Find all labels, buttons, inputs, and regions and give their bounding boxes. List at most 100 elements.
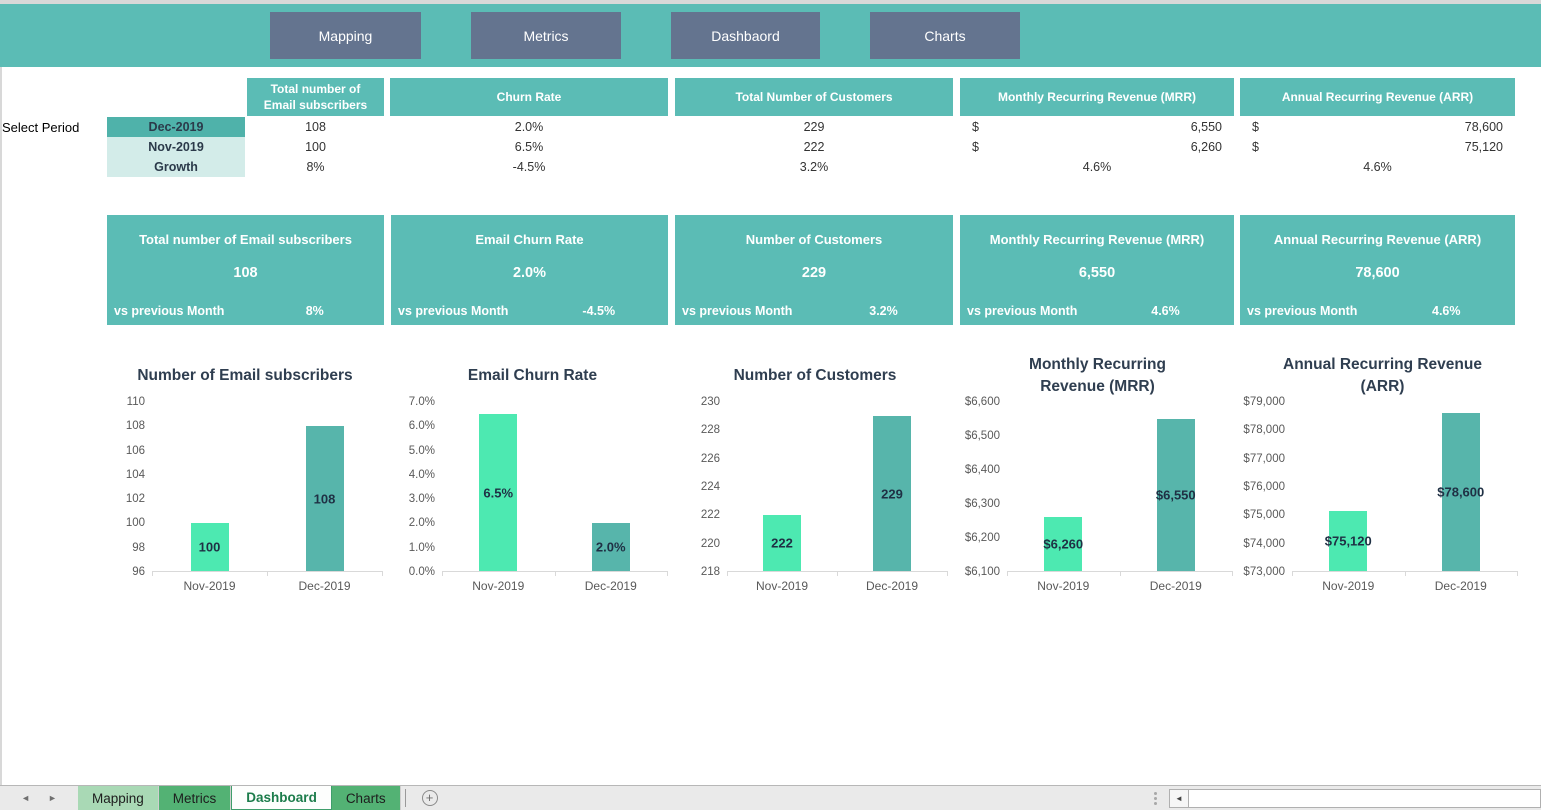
kpi-value: 229 (801, 265, 827, 281)
kpi-title: Annual Recurring Revenue (ARR) (1273, 232, 1482, 247)
kpi-title: Total number of Email subscribers (139, 232, 352, 247)
select-period-label: Select Period (2, 119, 80, 135)
cell-mrr-nov: $ 6,260 (960, 137, 1234, 157)
y-tick-label: $6,500 (964, 430, 1000, 442)
cell-customers-dec: 229 (803, 120, 825, 134)
kpi-vs-value: 4.6% (1432, 304, 1461, 318)
plot-area: $75,120 $78,600 (1292, 402, 1518, 576)
bar-Dec-2019: 2.0% (591, 522, 630, 571)
nav-button-dashboard[interactable]: Dashbaord (671, 12, 820, 59)
y-tick-label: 4.0% (408, 468, 435, 481)
bar-Dec-2019: $6,550 (1155, 418, 1196, 571)
nav-button-mapping[interactable]: Mapping (270, 12, 421, 59)
chart-title: Number of Email subscribers (137, 366, 353, 384)
y-tick-label: 218 (700, 566, 720, 578)
plot-area: 222 229 (727, 402, 948, 576)
cell-mrr-dec: $ 6,550 (960, 117, 1234, 137)
nav-button-metrics[interactable]: Metrics (471, 12, 621, 59)
bar-Nov-2019: $75,120 (1325, 511, 1372, 571)
kpi-vs-label: vs previous Month (1247, 304, 1358, 318)
y-tick-label: 100 (125, 517, 145, 530)
cell-mrr-growth: 4.6% (1082, 160, 1112, 174)
next-sheet-icon[interactable]: ► (48, 793, 57, 803)
bar-data-label: 100 (198, 539, 221, 555)
kpi-vs-label: vs previous Month (114, 304, 225, 318)
x-label: Dec-2019 (1149, 579, 1202, 593)
period-selector-dec-2019[interactable]: Dec-2019 (107, 117, 245, 137)
scrollbar-thumb[interactable] (1189, 790, 1540, 807)
x-axis-tick (442, 571, 443, 576)
cell-churn-nov: 6.5% (514, 140, 544, 154)
kpi-card-email-subscribers: Total number of Email subscribers 108 vs… (107, 215, 384, 325)
bar-Nov-2019: 100 (190, 522, 229, 571)
y-tick-label: 96 (132, 566, 145, 578)
nav-button-charts[interactable]: Charts (870, 12, 1020, 59)
x-axis-tick (727, 571, 728, 576)
kpi-vs-value: 4.6% (1151, 304, 1180, 318)
add-sheet-button[interactable]: + (410, 786, 450, 810)
x-axis-labels: Nov-2019 Dec-2019 (100, 572, 382, 598)
kpi-title: Email Churn Rate (475, 232, 584, 247)
sheet-nav-arrows: ◄ ► (0, 786, 78, 810)
y-tick-label: 228 (700, 424, 720, 437)
y-tick-label: 224 (700, 481, 720, 493)
currency-symbol: $ (972, 120, 979, 134)
bar-Dec-2019: $78,600 (1437, 413, 1484, 571)
x-label: Nov-2019 (183, 579, 236, 593)
x-label: Dec-2019 (584, 579, 637, 593)
x-label: Dec-2019 (1434, 579, 1487, 593)
x-axis-tick (554, 571, 556, 576)
prev-sheet-icon[interactable]: ◄ (21, 793, 30, 803)
bar-data-label: $78,600 (1437, 484, 1485, 500)
bar-data-label: 222 (771, 535, 793, 551)
sheet-tab-mapping[interactable]: Mapping (78, 786, 159, 810)
currency-symbol: $ (1252, 140, 1259, 154)
bar-data-label: $6,550 (1155, 487, 1196, 503)
sheet-tab-dashboard[interactable]: Dashboard (231, 786, 332, 810)
scroll-left-icon[interactable]: ◄ (1170, 790, 1189, 807)
kpi-card-arr: Annual Recurring Revenue (ARR) 78,600 vs… (1240, 215, 1515, 325)
sheet-tab-metrics[interactable]: Metrics (158, 786, 232, 810)
kpi-card-mrr: Monthly Recurring Revenue (MRR) 6,550 vs… (960, 215, 1234, 325)
sheet-tab-charts[interactable]: Charts (331, 786, 401, 810)
cell-mrr-nov-amount: 6,260 (1190, 140, 1222, 154)
chart-customers: Number of Customers 230 228 226 224 222 220 21… (675, 350, 955, 598)
y-tick-label: $77,000 (1243, 452, 1285, 465)
bar-Dec-2019: 108 (305, 426, 344, 571)
cell-arr-dec-amount: 78,600 (1464, 120, 1503, 134)
window-top-edge (0, 0, 1541, 4)
cell-customers-nov: 222 (803, 140, 825, 154)
y-axis: 110 108 106 104 102 100 98 96 (100, 396, 152, 578)
cell-mrr-dec-amount: 6,550 (1190, 120, 1222, 134)
cell-churn-growth: -4.5% (512, 160, 546, 174)
bar-data-label: 229 (881, 486, 903, 502)
col-header-customers: Total Number of Customers (675, 78, 953, 116)
x-axis-tick (1007, 571, 1008, 576)
bar-data-label: 108 (313, 491, 336, 507)
y-tick-label: 2.0% (408, 517, 435, 530)
y-tick-label: 3.0% (408, 493, 435, 506)
x-axis-tick (1119, 571, 1121, 576)
y-tick-label: $6,300 (964, 498, 1000, 510)
bar-Nov-2019: $6,260 (1043, 516, 1084, 571)
kpi-vs-value: 3.2% (869, 304, 898, 318)
x-axis-tick (1232, 571, 1233, 576)
x-label: Dec-2019 (298, 579, 351, 593)
y-axis: $79,000 $78,000 $77,000 $76,000 $75,000 $74,0… (1240, 396, 1292, 578)
add-sheet-icon: + (421, 790, 438, 806)
chart-title: Number of Customers (733, 366, 897, 384)
x-axis-tick (1292, 571, 1293, 576)
x-label: Nov-2019 (755, 579, 809, 593)
x-axis-tick (667, 571, 668, 576)
scrollbar-resize-grip-icon[interactable] (1154, 792, 1157, 805)
y-tick-label: 102 (125, 493, 145, 506)
x-axis-tick (1517, 571, 1518, 576)
y-tick-label: $73,000 (1243, 566, 1285, 578)
chart-title: Monthly Recurring Revenue (MRR) (1029, 355, 1166, 395)
bar-Nov-2019: 6.5% (479, 414, 518, 571)
kpi-card-customers: Number of Customers 229 vs previous Mont… (675, 215, 953, 325)
bar-data-label: $6,260 (1043, 536, 1084, 552)
kpi-title: Monthly Recurring Revenue (MRR) (989, 232, 1205, 247)
dashboard-header-bar: Mapping Metrics Dashbaord Charts (0, 4, 1541, 67)
